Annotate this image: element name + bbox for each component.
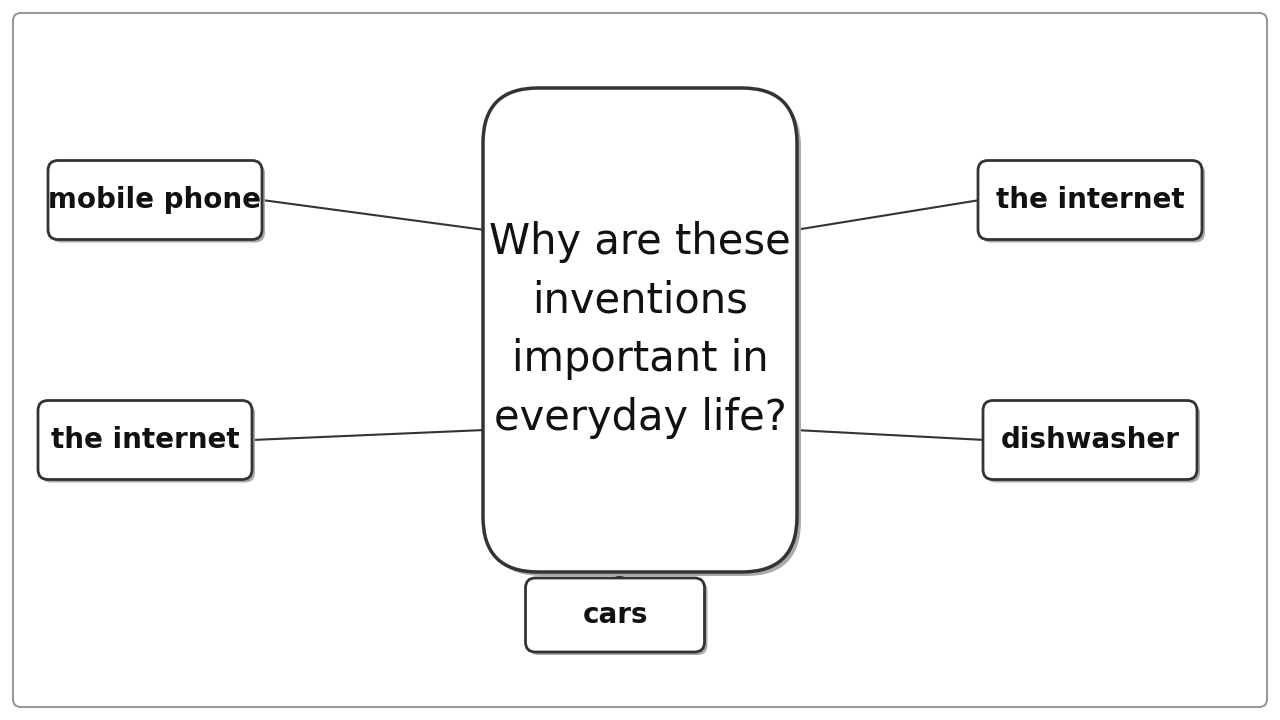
FancyBboxPatch shape	[49, 161, 262, 240]
Text: the internet: the internet	[51, 426, 239, 454]
Text: Why are these
inventions
important in
everyday life?: Why are these inventions important in ev…	[489, 221, 791, 438]
Text: mobile phone: mobile phone	[49, 186, 261, 214]
FancyBboxPatch shape	[486, 92, 801, 576]
FancyBboxPatch shape	[978, 161, 1202, 240]
FancyBboxPatch shape	[526, 578, 704, 652]
FancyBboxPatch shape	[983, 400, 1197, 480]
Text: cars: cars	[582, 601, 648, 629]
FancyBboxPatch shape	[13, 13, 1267, 707]
FancyBboxPatch shape	[986, 403, 1201, 482]
FancyBboxPatch shape	[41, 403, 255, 482]
FancyBboxPatch shape	[529, 581, 708, 655]
Text: dishwasher: dishwasher	[1001, 426, 1179, 454]
FancyBboxPatch shape	[38, 400, 252, 480]
FancyBboxPatch shape	[483, 88, 797, 572]
Text: the internet: the internet	[996, 186, 1184, 214]
FancyBboxPatch shape	[980, 163, 1204, 243]
FancyBboxPatch shape	[51, 163, 265, 243]
